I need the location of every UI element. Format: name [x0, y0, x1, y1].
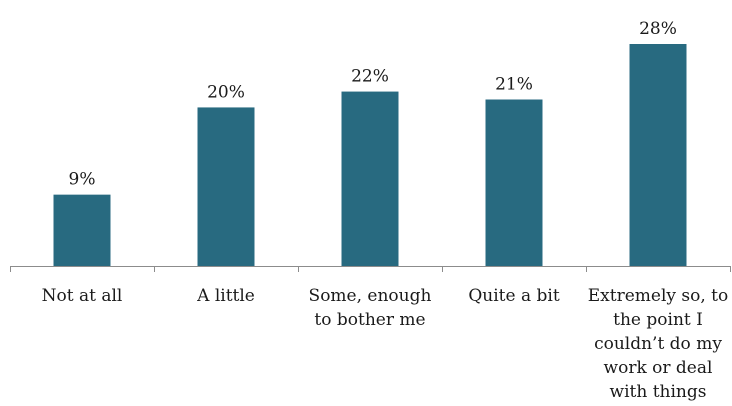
- data-label: 21%: [495, 75, 533, 95]
- data-label: 9%: [69, 170, 96, 190]
- data-label: 22%: [351, 67, 389, 87]
- bar: [53, 194, 111, 266]
- x-tick-label: Quite a bit: [468, 286, 560, 306]
- bar: [629, 44, 687, 266]
- x-tick-label: A little: [197, 286, 255, 306]
- bar: [485, 99, 543, 266]
- bar: [197, 107, 255, 266]
- bar: [341, 91, 399, 266]
- x-tick-label: Extremely so, to the point I couldn’t do…: [587, 286, 729, 402]
- x-tick-label: Some, enough to bother me: [308, 286, 432, 330]
- x-tick-label: Not at all: [41, 286, 123, 306]
- data-label: 20%: [207, 82, 245, 102]
- data-label: 28%: [639, 19, 677, 39]
